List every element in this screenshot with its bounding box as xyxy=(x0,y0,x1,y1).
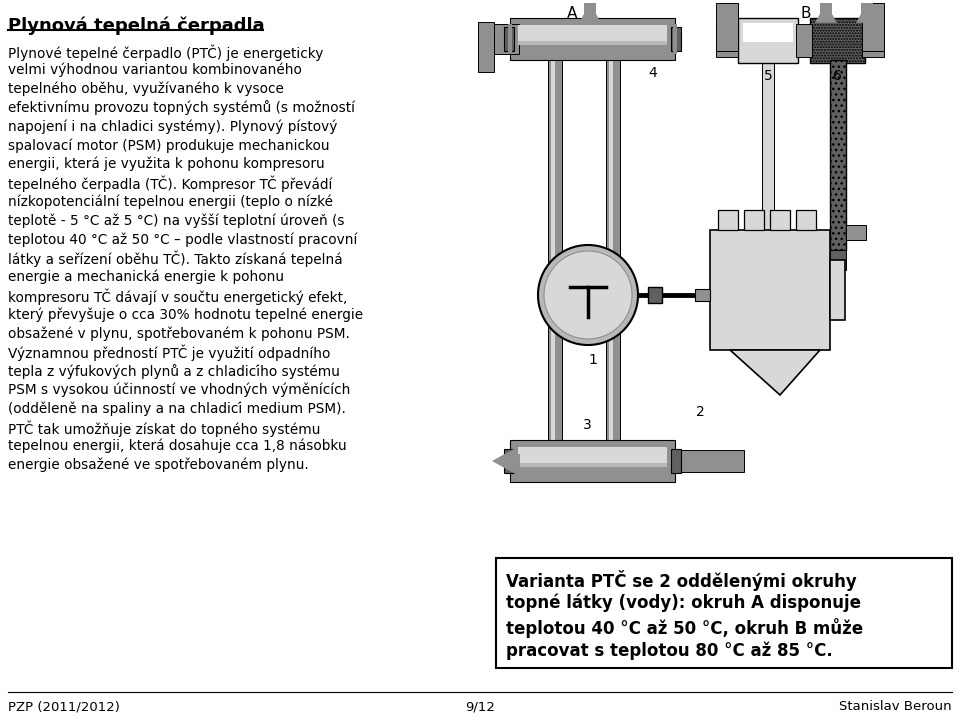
Text: (odděleně na spaliny a na chladicí medium PSM).: (odděleně na spaliny a na chladicí medi… xyxy=(8,401,346,415)
Polygon shape xyxy=(815,3,837,22)
Bar xyxy=(862,3,884,51)
Text: energie a mechanická energie k pohonu: energie a mechanická energie k pohonu xyxy=(8,270,284,284)
Bar xyxy=(830,260,845,320)
Bar xyxy=(762,63,774,263)
Bar xyxy=(516,454,520,468)
Bar xyxy=(671,449,681,473)
Bar xyxy=(648,287,662,303)
Text: teplotou 40 °C až 50 °C – podle vlastností pracovní: teplotou 40 °C až 50 °C – podle vlastnos… xyxy=(8,232,357,246)
Text: spalovací motor (PSM) produkuje mechanickou: spalovací motor (PSM) produkuje mechanic… xyxy=(8,138,329,152)
Text: topné látky (vody): okruh A disponuje: topné látky (vody): okruh A disponuje xyxy=(506,594,861,613)
Text: B: B xyxy=(801,6,811,21)
Bar xyxy=(862,24,884,57)
Text: napojení i na chladici systémy). Plynový pístový: napojení i na chladici systémy). Plynový… xyxy=(8,119,337,133)
Text: teplotou 40 °C až 50 °C, okruh B může: teplotou 40 °C až 50 °C, okruh B může xyxy=(506,618,863,638)
Polygon shape xyxy=(492,448,516,474)
Bar xyxy=(830,250,846,270)
Bar xyxy=(504,449,514,473)
Bar xyxy=(510,440,675,482)
Text: efektivnímu provozu topných systémů (s možností: efektivnímu provozu topných systémů (s m… xyxy=(8,100,355,115)
Bar xyxy=(478,22,494,72)
Bar xyxy=(716,3,738,51)
Text: tepelného čerpadla (TČ). Kompresor TČ převádí: tepelného čerpadla (TČ). Kompresor TČ př… xyxy=(8,175,332,192)
Bar xyxy=(770,210,790,230)
Bar xyxy=(508,24,512,54)
Text: velmi výhodnou variantou kombinovaného: velmi výhodnou variantou kombinovaného xyxy=(8,63,301,78)
Text: PSM s vysokou účinností ve vhodných výměnících: PSM s vysokou účinností ve vhodných výmě… xyxy=(8,382,350,397)
Bar xyxy=(609,60,613,453)
Bar xyxy=(584,3,596,20)
Polygon shape xyxy=(579,3,601,22)
Bar xyxy=(548,60,562,453)
Bar xyxy=(606,60,620,453)
Text: nízkopotenciální tepelnou energii (teplo o nízké: nízkopotenciální tepelnou energii (teplo… xyxy=(8,194,333,209)
Bar xyxy=(518,463,667,467)
Bar xyxy=(496,558,952,668)
Bar xyxy=(743,23,793,42)
Text: pracovat s teplotou 80 °C až 85 °C.: pracovat s teplotou 80 °C až 85 °C. xyxy=(506,642,832,660)
Text: PZP (2011/2012): PZP (2011/2012) xyxy=(8,700,120,713)
Bar xyxy=(510,18,675,60)
Text: teplotě - 5 °C až 5 °C) na vyšší teplotní úroveň (s: teplotě - 5 °C až 5 °C) na vyšší teplotn… xyxy=(8,213,345,228)
Bar xyxy=(830,60,846,250)
Bar xyxy=(744,210,764,230)
Bar xyxy=(710,240,762,252)
Circle shape xyxy=(544,251,632,339)
Bar xyxy=(673,24,677,54)
Bar xyxy=(738,18,798,63)
Text: obsažené v plynu, spotřebovaném k pohonu PSM.: obsažené v plynu, spotřebovaném k pohonu… xyxy=(8,326,349,341)
Text: tepla z výfukových plynů a z chladicího systému: tepla z výfukových plynů a z chladicího… xyxy=(8,364,340,378)
Bar xyxy=(762,60,774,260)
Bar xyxy=(846,225,866,240)
Bar xyxy=(679,450,744,472)
Bar xyxy=(518,447,667,464)
Text: 6: 6 xyxy=(832,69,841,83)
Bar xyxy=(796,210,816,230)
Bar xyxy=(551,60,555,453)
Bar xyxy=(504,27,514,51)
Text: Plynová tepelná čerpadla: Plynová tepelná čerpadla xyxy=(8,16,265,35)
Text: 2: 2 xyxy=(696,405,705,419)
Bar xyxy=(671,27,681,51)
Text: PTČ tak umožňuje získat do topného systému: PTČ tak umožňuje získat do topného systé… xyxy=(8,420,321,436)
Bar xyxy=(861,3,873,20)
Text: 9/12: 9/12 xyxy=(465,700,495,713)
Bar xyxy=(716,24,738,57)
Text: který převyšuje o cca 30% hodnotu tepelné energie: který převyšuje o cca 30% hodnotu tepeln… xyxy=(8,307,363,322)
Bar xyxy=(718,210,738,230)
Text: 3: 3 xyxy=(583,418,591,432)
Text: 5: 5 xyxy=(763,69,773,83)
Bar xyxy=(710,230,830,350)
Bar xyxy=(810,18,865,63)
Bar xyxy=(518,25,667,42)
Text: látky a seřízení oběhu TČ). Takto získaná tepelná: látky a seřízení oběhu TČ). Takto získan… xyxy=(8,251,343,268)
Text: kompresoru TČ dávají v součtu energetický efekt,: kompresoru TČ dávají v součtu energetick… xyxy=(8,289,348,305)
Text: tepelného oběhu, využívaného k vysoce: tepelného oběhu, využívaného k vysoce xyxy=(8,82,284,96)
Text: Významnou předností PTČ je využití odpadního: Významnou předností PTČ je využití odpad… xyxy=(8,345,330,361)
Bar xyxy=(820,3,832,20)
Text: energii, která je využita k pohonu kompresoru: energii, která je využita k pohonu kompr… xyxy=(8,157,324,171)
Bar xyxy=(695,289,710,301)
Circle shape xyxy=(538,245,638,345)
Text: 4: 4 xyxy=(649,66,658,80)
Text: A: A xyxy=(566,6,577,21)
Bar xyxy=(492,24,519,54)
Bar xyxy=(796,24,812,57)
Text: 1: 1 xyxy=(588,353,597,367)
Polygon shape xyxy=(856,3,878,22)
Bar xyxy=(518,41,667,45)
Polygon shape xyxy=(730,350,820,395)
Text: energie obsažené ve spotřebovaném plynu.: energie obsažené ve spotřebovaném plynu. xyxy=(8,457,309,472)
Text: Stanislav Beroun: Stanislav Beroun xyxy=(839,700,952,713)
Text: Varianta PTČ se 2 oddělenými okruhy: Varianta PTČ se 2 oddělenými okruhy xyxy=(506,570,856,591)
Text: tepelnou energii, která dosahuje cca 1,8 násobku: tepelnou energii, která dosahuje cca 1,8… xyxy=(8,439,347,453)
Text: Plynové tepelné čerpadlo (PTČ) je energeticky: Plynové tepelné čerpadlo (PTČ) je energe… xyxy=(8,44,324,60)
